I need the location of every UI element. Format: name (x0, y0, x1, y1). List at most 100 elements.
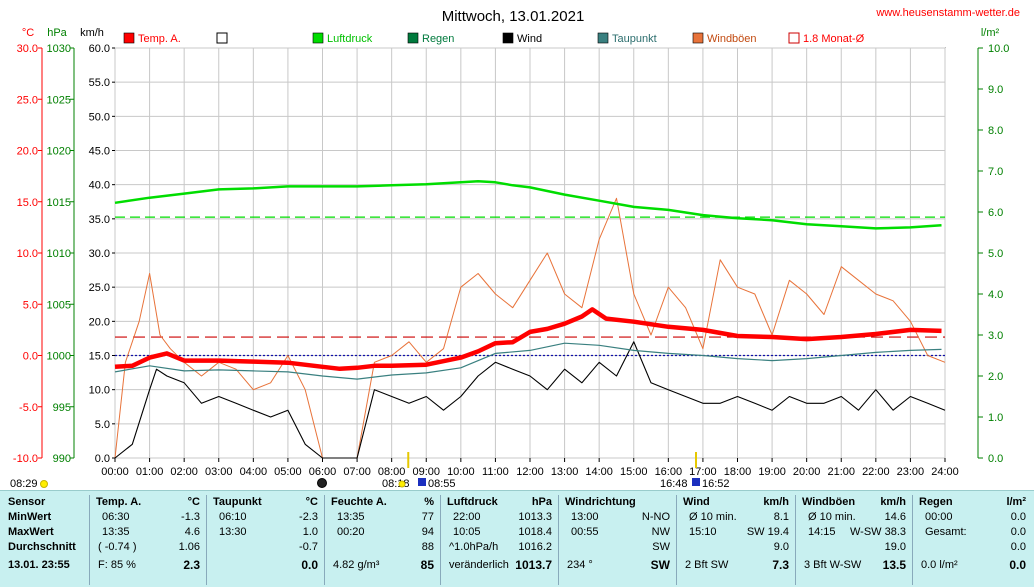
time-tick-label: 08:00 (378, 466, 406, 478)
rain-foot-value: 0.0 (1009, 558, 1026, 572)
wind-tick-label: 40.0 (89, 180, 110, 192)
legend-swatch (502, 32, 514, 44)
temp-unit: °C (187, 496, 200, 508)
gust-avg-value: 19.0 (884, 541, 906, 553)
series-line-luftdruck (114, 180, 942, 230)
wind-tick-label: 30.0 (89, 248, 110, 260)
hum-header: Feuchte A. (331, 496, 387, 508)
press-unit: hPa (531, 496, 552, 508)
stats-row: 0.0 (207, 558, 324, 573)
rain-tick-label: 1.0 (988, 412, 1003, 424)
stats-col-sensor: Sensor MinWert MaxWert Durchschnitt 13.0… (6, 495, 90, 585)
wind-header: Wind (683, 496, 710, 508)
time-tick-label: 07:00 (343, 466, 371, 478)
rain-max-value: 0.0 (1010, 526, 1026, 538)
pressure-tick-label: 1030 (47, 43, 71, 55)
temp-tick-label: 10.0 (17, 248, 38, 260)
stats-row: Feuchte A.% (325, 495, 440, 510)
hum-max-time: 00:20 (337, 526, 365, 538)
time-tick-label: 13:00 (551, 466, 579, 478)
stats-col-rain: Regen l/m² 00:00 0.0 Gesamt: 0.0 0.0 0.0 l/m² 0.… (913, 495, 1032, 585)
dir-header: Windrichtung (565, 496, 636, 508)
rain-tick-label: 6.0 (988, 207, 1003, 219)
rain-foot-label: 0.0 l/m² (921, 559, 958, 571)
time-tick-label: 18:00 (724, 466, 752, 478)
stats-row: ^1.0hPa/h 1016.2 (441, 540, 558, 555)
legend-label: Regen (422, 33, 454, 45)
wind-avg-value: 9.0 (773, 541, 789, 553)
rain-avg-value: 0.0 (1010, 541, 1026, 553)
dew-unit: °C (305, 496, 318, 508)
time-tick-label: 11:00 (482, 466, 509, 478)
stats-row: 06:10 -2.3 (207, 510, 324, 525)
stats-date: 13.01. 23:55 (8, 559, 70, 571)
series-line-taupunkt (114, 342, 942, 380)
wind-tick-label: 20.0 (89, 316, 110, 328)
moonset-time: 16:52 (702, 478, 730, 490)
time-tick-label: 20:00 (793, 466, 821, 478)
temp-tick-label: 30.0 (17, 43, 38, 55)
dir-foot-value: SW (650, 558, 670, 572)
hum-max-value: 94 (421, 526, 434, 538)
legend-swatch (788, 32, 800, 44)
hum-unit: % (424, 496, 434, 508)
stats-row: 13:35 4.6 (90, 525, 206, 540)
dew-avg-value: -0.7 (299, 541, 318, 553)
rain-max-time: Gesamt: (925, 526, 967, 538)
stats-row: Gesamt: 0.0 (913, 525, 1032, 540)
stats-row: 14:15 W-SW 38.3 (796, 525, 912, 540)
temp-tick-label: -10.0 (13, 453, 38, 465)
press-foot-value: 1013.7 (515, 558, 552, 572)
gust-unit: km/h (880, 496, 906, 508)
wind-tick-label: 10.0 (89, 385, 110, 397)
temp-min-value: -1.3 (181, 511, 200, 523)
time-tick-label: 04:00 (240, 466, 268, 478)
stats-row: 22:00 1013.3 (441, 510, 558, 525)
stats-col-gust: Windböen km/h Ø 10 min. 14.6 14:15 W-SW 38.3 1… (796, 495, 913, 585)
time-tick-label: 21:00 (827, 466, 855, 478)
wind-tick-label: 60.0 (89, 43, 110, 55)
stats-row: 06:30 -1.3 (90, 510, 206, 525)
press-foot-label: veränderlich (449, 559, 509, 571)
legend-label: Temp. A. (138, 33, 181, 45)
dew-header: Taupunkt (213, 496, 262, 508)
series-line-windb-en (114, 197, 946, 459)
press-avg-note: ^1.0hPa/h (449, 541, 499, 553)
time-tick-label: 14:00 (585, 466, 613, 478)
stats-col-temp: Temp. A. °C 06:30 -1.3 13:35 4.6 ( -0.74 ) 1.06… (90, 495, 207, 585)
legend-swatch (407, 32, 419, 44)
moon-icon (317, 478, 327, 488)
stats-row: 19.0 (796, 540, 912, 555)
gust-foot-label: 3 Bft W-SW (804, 559, 862, 571)
legend-swatch (597, 32, 609, 44)
dew-min-value: -2.3 (299, 511, 318, 523)
stats-row: Ø 10 min. 8.1 (677, 510, 795, 525)
legend-label: Luftdruck (327, 33, 373, 45)
sunset-time: 16:48 (660, 478, 688, 490)
stats-row: F: 85 % 2.3 (90, 558, 206, 573)
pressure-tick-label: 1020 (47, 146, 71, 158)
legend-swatch (312, 32, 324, 44)
axis-unit-wind: km/h (80, 27, 104, 39)
wind-tick-label: 35.0 (89, 214, 110, 226)
dir-foot-label: 234 ° (567, 559, 593, 571)
temp-tick-label: 15.0 (17, 197, 38, 209)
rain-tick-label: 2.0 (988, 371, 1003, 383)
time-tick-label: 09:00 (412, 466, 440, 478)
stats-row: 88 (325, 540, 440, 555)
time-tick-label: 10:00 (447, 466, 475, 478)
time-tick-label: 16:00 (655, 466, 683, 478)
legend-swatch (216, 32, 228, 44)
dew-min-time: 06:10 (219, 511, 247, 523)
temp-foot-label: F: 85 % (98, 559, 136, 571)
stats-row: SW (559, 540, 676, 555)
temp-tick-label: 5.0 (23, 299, 38, 311)
dir-min-time: 13:00 (571, 511, 599, 523)
legend-label: Taupunkt (612, 33, 657, 45)
hum-min-value: 77 (421, 511, 434, 523)
wind-tick-label: 45.0 (89, 146, 110, 158)
marker-time: 08:55 (428, 478, 456, 490)
stats-row: 3 Bft W-SW 13.5 (796, 558, 912, 573)
stats-row: ( -0.74 ) 1.06 (90, 540, 206, 555)
site-link[interactable]: www.heusenstamm-wetter.de (875, 7, 1020, 19)
